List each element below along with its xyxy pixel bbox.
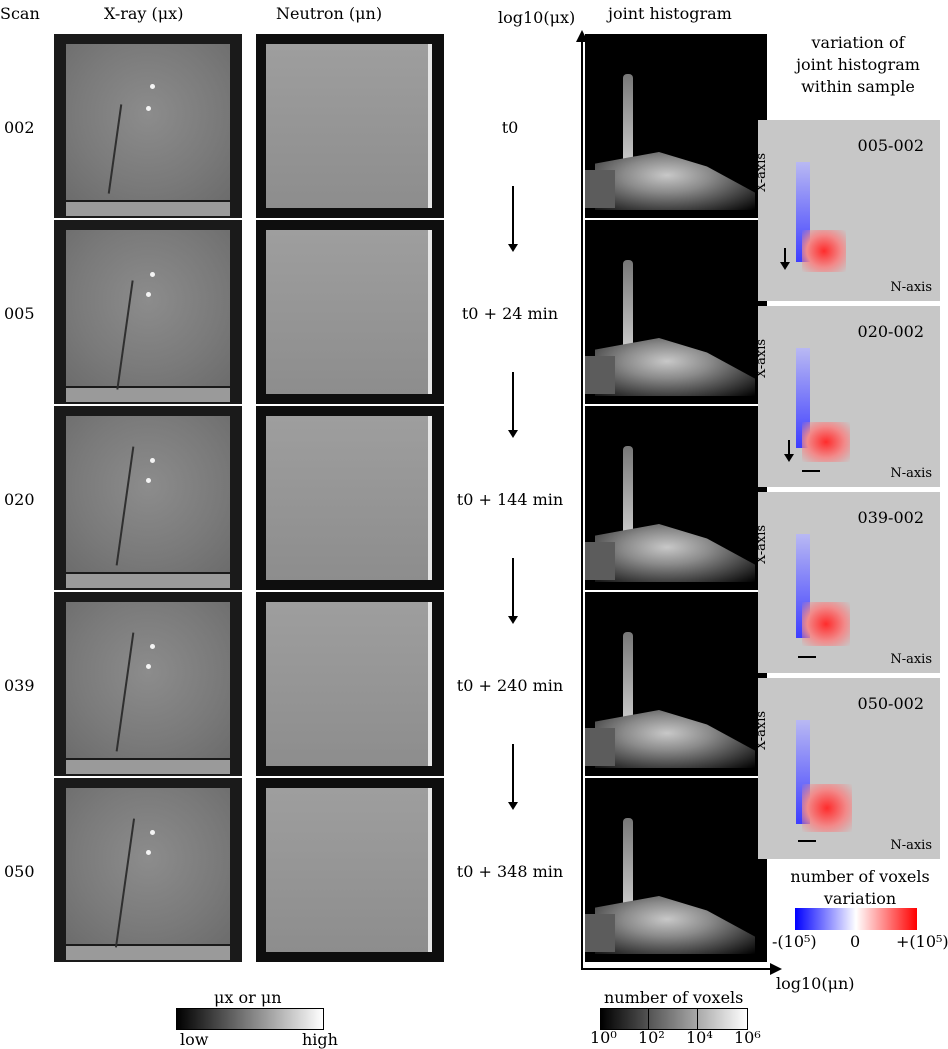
variation-colorbar-min: -(10⁵) <box>772 932 817 951</box>
neutron-image <box>256 34 444 218</box>
joint-histogram <box>585 34 767 218</box>
neutron-image <box>256 592 444 776</box>
xray-image <box>54 406 242 590</box>
variation-colorbar <box>795 908 917 930</box>
time-label: t0 + 24 min <box>461 304 559 323</box>
joint-histogram <box>585 592 767 776</box>
gray-colorbar-low: low <box>180 1030 209 1049</box>
variation-panel: 020-002 X-axis N-axis <box>754 306 940 487</box>
variation-naxis-label: N-axis <box>890 466 932 481</box>
yaxis-label: log10(μx) <box>498 8 576 27</box>
variation-colorbar-title-line1: number of voxels <box>790 867 930 886</box>
variation-naxis-label: N-axis <box>890 280 932 295</box>
xray-header: X-ray (μx) <box>104 4 184 23</box>
xray-image <box>54 34 242 218</box>
neutron-image <box>256 220 444 404</box>
variation-colorbar-mid: 0 <box>850 932 861 951</box>
variation-panel: 039-002 X-axis N-axis <box>754 492 940 673</box>
variation-header-line1: variation of <box>811 33 905 52</box>
xray-image <box>54 778 242 962</box>
x-axis-arrowhead <box>770 963 782 975</box>
variation-header-line3: within sample <box>801 77 915 96</box>
right-arrow-icon <box>798 656 816 658</box>
scan-id: 005 <box>4 304 35 323</box>
xray-image <box>54 220 242 404</box>
joint-histogram <box>585 220 767 404</box>
positive-variation-shape <box>802 602 850 646</box>
variation-title: 039-002 <box>857 508 924 527</box>
time-label: t0 <box>501 118 519 137</box>
xray-image <box>54 592 242 776</box>
xaxis-label: log10(μn) <box>776 974 855 993</box>
variation-header: variation of joint histogram within samp… <box>780 32 936 98</box>
joint-histogram <box>585 406 767 590</box>
positive-variation-shape <box>802 230 846 272</box>
count-colorbar <box>600 1008 748 1030</box>
neutron-image <box>256 778 444 962</box>
joint-histogram-header: joint histogram <box>608 4 732 23</box>
gray-colorbar-title: μx or μn <box>214 988 282 1007</box>
gray-colorbar-high: high <box>302 1030 338 1049</box>
positive-variation-shape <box>802 422 850 462</box>
neutron-image <box>256 406 444 590</box>
count-colorbar-tick-label: 10⁰ <box>590 1028 617 1047</box>
positive-variation-shape <box>802 784 852 832</box>
variation-header-line2: joint histogram <box>796 55 920 74</box>
right-arrow-icon <box>802 470 820 472</box>
joint-histogram <box>585 778 767 962</box>
time-arrow-icon <box>508 372 518 438</box>
scan-id: 020 <box>4 490 35 509</box>
variation-panel: 005-002 X-axis N-axis <box>754 120 940 301</box>
variation-title: 050-002 <box>857 694 924 713</box>
neutron-header: Neutron (μn) <box>276 4 383 23</box>
right-arrow-icon <box>798 840 816 842</box>
variation-xaxis-label: X-axis <box>754 710 769 750</box>
variation-xaxis-label: X-axis <box>754 152 769 192</box>
time-label: t0 + 240 min <box>456 676 564 695</box>
count-colorbar-title: number of voxels <box>604 988 744 1007</box>
time-label: t0 + 144 min <box>456 490 564 509</box>
variation-colorbar-title-line2: variation <box>823 889 897 908</box>
variation-title: 020-002 <box>857 322 924 341</box>
variation-naxis-label: N-axis <box>890 838 932 853</box>
x-axis-line <box>581 968 771 970</box>
variation-xaxis-label: X-axis <box>754 338 769 378</box>
variation-panel: 050-002 X-axis N-axis <box>754 678 940 859</box>
down-arrow-icon <box>780 248 790 270</box>
variation-naxis-label: N-axis <box>890 652 932 667</box>
y-axis-line <box>581 40 583 970</box>
count-colorbar-tick-label: 10² <box>638 1028 665 1047</box>
variation-colorbar-title: number of voxels variation <box>772 866 948 910</box>
variation-colorbar-max: +(10⁵) <box>896 932 948 951</box>
count-colorbar-tick <box>697 1008 698 1030</box>
count-colorbar-tick-label: 10⁶ <box>734 1028 761 1047</box>
variation-title: 005-002 <box>857 136 924 155</box>
scan-header: Scan <box>0 4 40 23</box>
time-arrow-icon <box>508 186 518 252</box>
down-arrow-icon <box>784 440 794 462</box>
time-label: t0 + 348 min <box>456 862 564 881</box>
scan-id: 039 <box>4 676 35 695</box>
time-arrow-icon <box>508 558 518 624</box>
count-colorbar-tick-label: 10⁴ <box>686 1028 713 1047</box>
count-colorbar-tick <box>648 1008 649 1030</box>
gray-colorbar <box>176 1008 324 1030</box>
scan-id: 002 <box>4 118 35 137</box>
scan-id: 050 <box>4 862 35 881</box>
time-arrow-icon <box>508 744 518 810</box>
variation-xaxis-label: X-axis <box>754 524 769 564</box>
